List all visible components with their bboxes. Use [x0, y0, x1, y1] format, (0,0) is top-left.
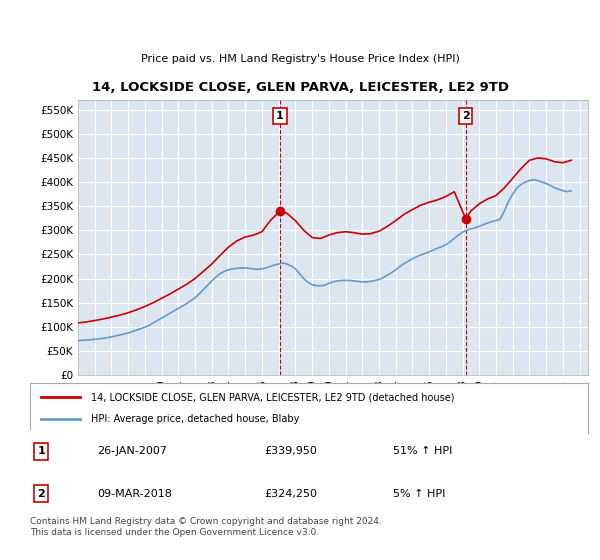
Text: 5% ↑ HPI: 5% ↑ HPI: [392, 489, 445, 499]
Text: 14, LOCKSIDE CLOSE, GLEN PARVA, LEICESTER, LE2 9TD (detached house): 14, LOCKSIDE CLOSE, GLEN PARVA, LEICESTE…: [91, 392, 455, 402]
Text: 1: 1: [37, 446, 45, 456]
Text: Contains HM Land Registry data © Crown copyright and database right 2024.
This d: Contains HM Land Registry data © Crown c…: [30, 517, 382, 536]
Text: £324,250: £324,250: [265, 489, 317, 499]
Text: 51% ↑ HPI: 51% ↑ HPI: [392, 446, 452, 456]
Text: 2: 2: [462, 111, 470, 121]
Text: HPI: Average price, detached house, Blaby: HPI: Average price, detached house, Blab…: [91, 414, 300, 424]
Text: £339,950: £339,950: [265, 446, 317, 456]
Text: 26-JAN-2007: 26-JAN-2007: [97, 446, 167, 456]
Text: 14, LOCKSIDE CLOSE, GLEN PARVA, LEICESTER, LE2 9TD: 14, LOCKSIDE CLOSE, GLEN PARVA, LEICESTE…: [91, 81, 509, 95]
Text: 1: 1: [276, 111, 284, 121]
Text: 2: 2: [37, 489, 45, 499]
Text: Price paid vs. HM Land Registry's House Price Index (HPI): Price paid vs. HM Land Registry's House …: [140, 54, 460, 64]
Text: 09-MAR-2018: 09-MAR-2018: [97, 489, 172, 499]
